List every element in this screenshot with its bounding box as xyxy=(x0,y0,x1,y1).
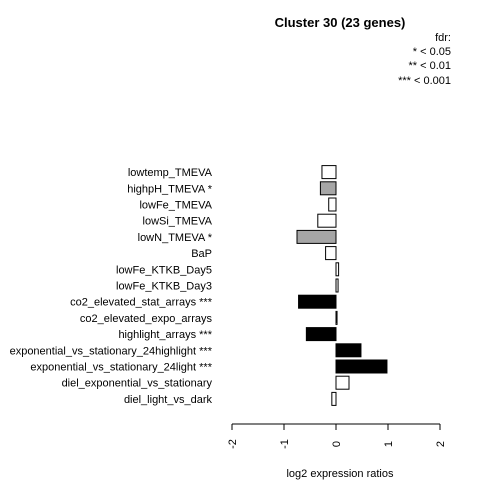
category-label: lowN_TMEVA * xyxy=(138,232,213,244)
legend-title: fdr: xyxy=(435,32,451,44)
bar xyxy=(296,229,337,244)
bar xyxy=(335,278,339,293)
legend-entry: *** < 0.001 xyxy=(398,75,451,87)
category-label: co2_elevated_expo_arrays xyxy=(80,313,213,325)
bar xyxy=(335,359,388,374)
x-tick-label: 2 xyxy=(435,441,447,447)
legend: fdr: * < 0.05 ** < 0.01 *** < 0.001 xyxy=(398,32,451,87)
x-tick-label: 1 xyxy=(383,441,395,447)
category-label: lowtemp_TMEVA xyxy=(128,167,213,179)
category-label: lowSi_TMEVA xyxy=(143,216,213,228)
legend-entry: * < 0.05 xyxy=(413,46,451,58)
category-label: exponential_vs_stationary_24light *** xyxy=(30,362,212,374)
category-label: highlight_arrays *** xyxy=(118,329,212,341)
bar xyxy=(335,343,362,358)
category-label: exponential_vs_stationary_24highlight **… xyxy=(10,345,213,357)
bar xyxy=(328,197,337,212)
legend-entry: ** < 0.01 xyxy=(408,60,451,72)
bars xyxy=(296,165,388,406)
bar xyxy=(325,246,337,261)
x-axis-label: log2 expression ratios xyxy=(286,468,394,480)
category-label: diel_light_vs_dark xyxy=(124,394,213,406)
x-tick-label: 0 xyxy=(331,441,343,447)
bar xyxy=(335,262,340,277)
category-label: lowFe_KTKB_Day5 xyxy=(116,264,212,276)
category-labels: lowtemp_TMEVA highpH_TMEVA * lowFe_TMEVAlo… xyxy=(10,167,213,406)
category-label: co2_elevated_stat_arrays *** xyxy=(70,297,213,309)
bar xyxy=(335,310,338,325)
bar xyxy=(321,165,337,180)
category-label: lowFe_KTKB_Day3 xyxy=(116,281,212,293)
chart-title: Cluster 30 (23 genes) xyxy=(275,15,406,30)
bar xyxy=(305,327,337,342)
category-label: BaP xyxy=(191,248,212,260)
bar xyxy=(298,294,337,309)
x-tick-label: -1 xyxy=(279,439,291,449)
bar xyxy=(317,213,337,228)
category-label: lowFe_TMEVA xyxy=(139,200,212,212)
x-axis: -2 -1 0 1 2 xyxy=(227,423,447,449)
bar xyxy=(319,181,337,196)
category-label: highpH_TMEVA * xyxy=(127,183,213,195)
category-label: diel_exponential_vs_stationary xyxy=(62,378,213,390)
bar xyxy=(335,375,350,390)
bar xyxy=(331,391,337,406)
x-tick-label: -2 xyxy=(227,439,239,449)
